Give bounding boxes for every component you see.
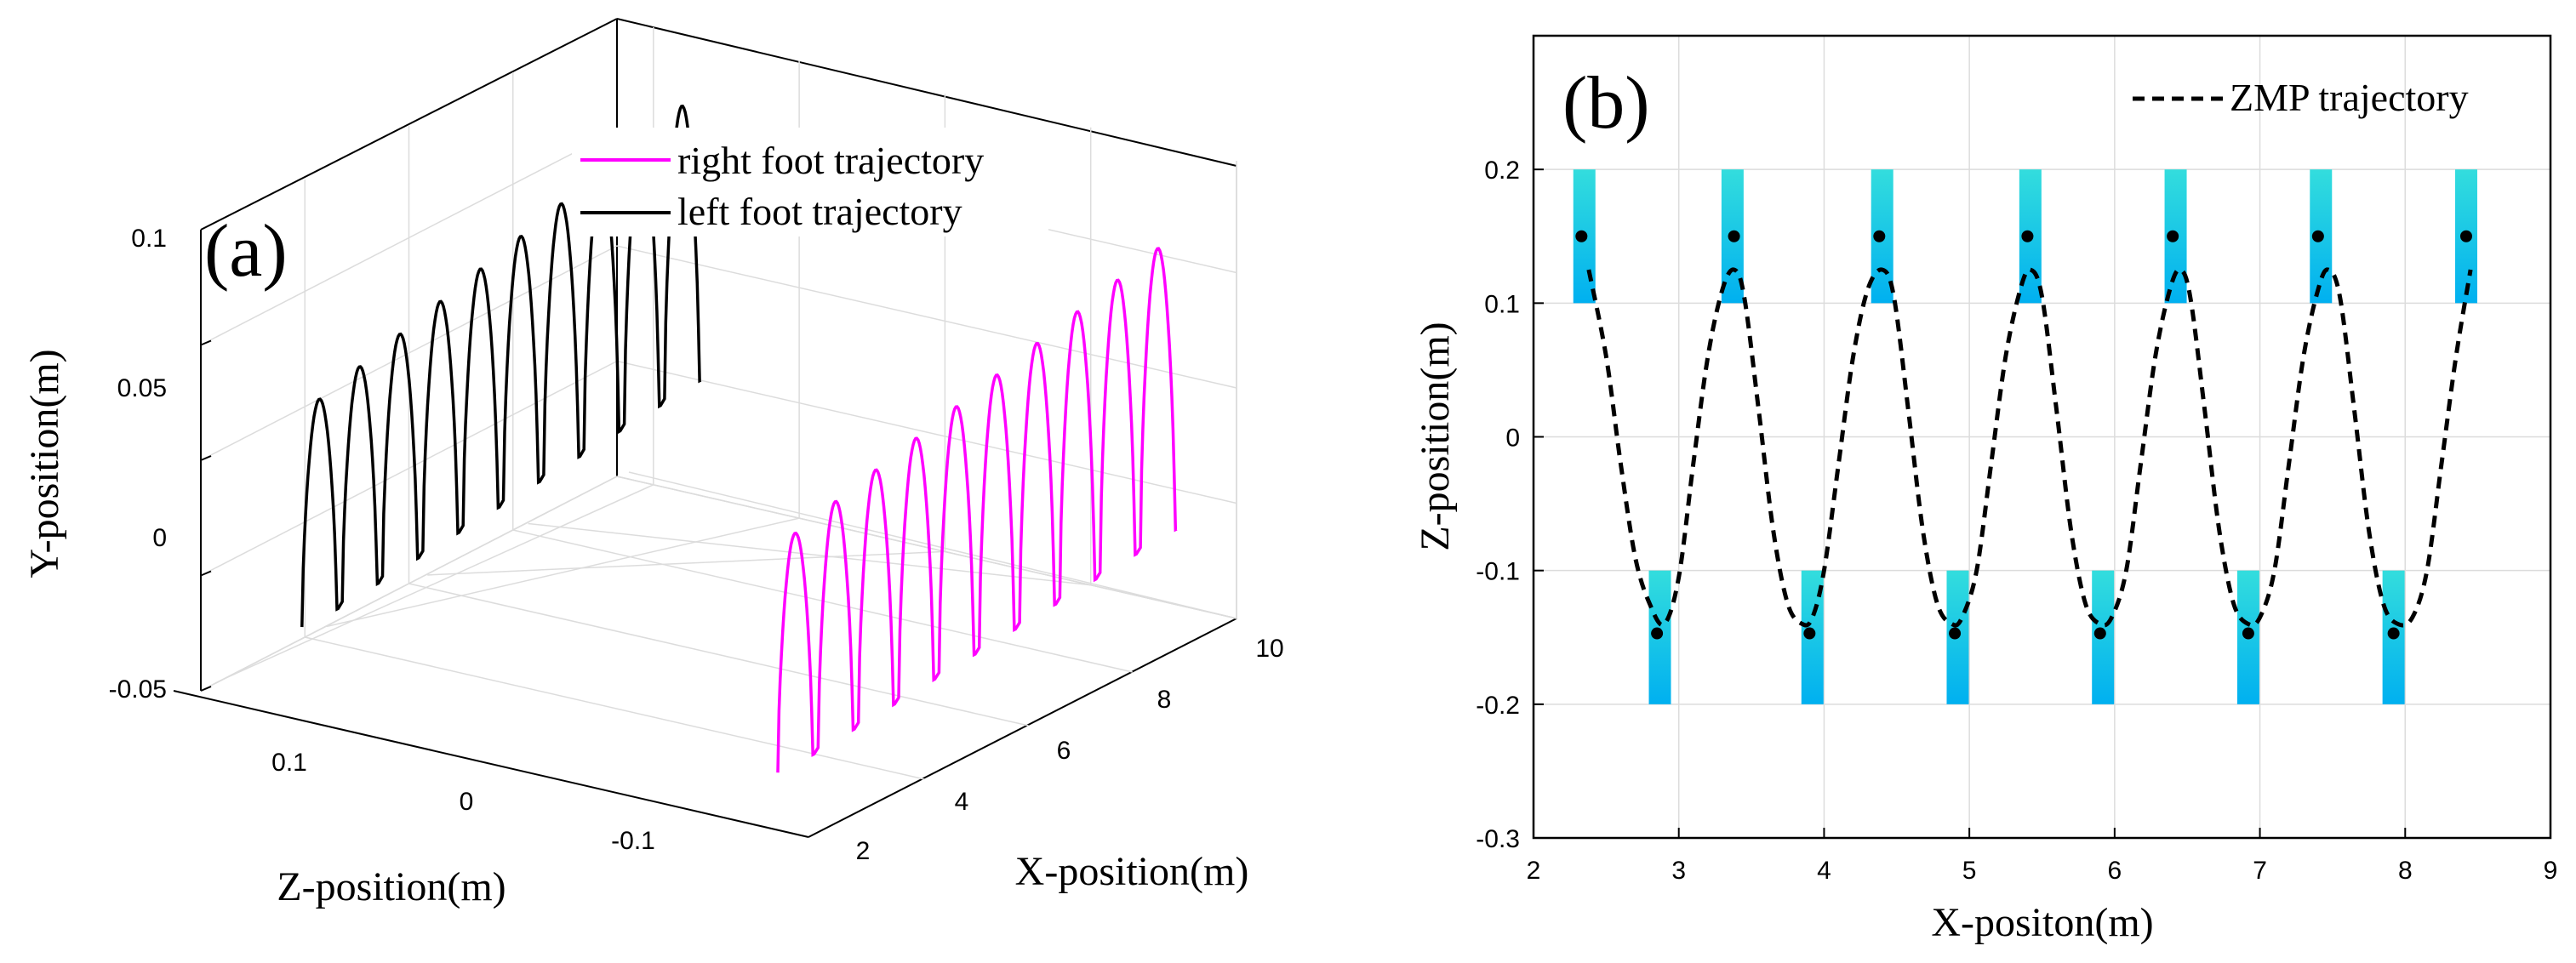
b-x-tick-label: 2 [1527, 857, 1541, 885]
a-x-gridline-floor [326, 517, 800, 628]
panel-a-3d-plot: 0.1 0.05 0 -0.05 0.1 0 -0.1 2 4 6 8 10 Z… [22, 18, 1284, 909]
b-zmp-point [2167, 230, 2179, 242]
b-zmp-point [2093, 627, 2106, 640]
a-z-tick-label: -0.1 [611, 827, 655, 855]
a-x-gridline-floor [628, 471, 1237, 619]
b-x-axis-label: X-positon(m) [1931, 900, 2153, 945]
b-legend-label: ZMP trajectory [2230, 76, 2469, 119]
a-z-gridline-floor [408, 583, 1029, 727]
b-x-tick-label: 7 [2253, 857, 2267, 885]
a-y-axis-label: Y-position(m) [22, 349, 67, 578]
a-x-tick-label: 4 [955, 788, 969, 816]
b-legend: ZMP trajectory [2133, 76, 2469, 119]
a-right-foot-trajectory-line [776, 247, 1178, 773]
b-zmp-point [1873, 230, 1886, 242]
panel-b-2d-plot: 2 3 4 5 6 7 8 9 -0.3 -0.2 -0.1 0 0.1 0.2… [1413, 34, 2558, 945]
b-y-tick-label: 0.2 [1484, 157, 1520, 185]
b-x-tick-label: 3 [1671, 857, 1686, 885]
b-x-tick-label: 4 [1817, 857, 1831, 885]
a-z-tick-label: 0 [460, 788, 474, 816]
a-y-tick-label: 0.1 [131, 225, 167, 253]
a-x-tick-label: 10 [1255, 635, 1283, 663]
a-x-gridline-floor [528, 522, 1091, 586]
a-x-gridline-floor [427, 550, 945, 576]
b-zmp-trajectory-line [1586, 267, 2473, 628]
a-y-gridline [200, 476, 1237, 692]
b-panel-tag: (b) [1562, 62, 1650, 145]
a-z-axis-label: Z-position(m) [277, 864, 505, 909]
a-y-tick-label: 0.05 [117, 374, 167, 402]
b-y-axis-label: Z-position(m) [1413, 322, 1458, 550]
b-x-tick-label: 8 [2398, 857, 2413, 885]
a-panel-tag: (a) [204, 210, 288, 293]
b-y-tick-label: -0.2 [1476, 692, 1520, 720]
b-zmp-point [1728, 230, 1740, 242]
b-zmp-point [2387, 627, 2400, 640]
b-y-tick-label: -0.1 [1476, 558, 1520, 586]
b-zmp-point [2021, 230, 2034, 242]
a-x-tick-label: 6 [1057, 737, 1071, 765]
b-y-tick-label: 0 [1505, 425, 1520, 453]
b-ticks [1533, 168, 2551, 839]
a-x-gridline-floor [226, 484, 654, 679]
b-x-tick-label: 6 [2108, 857, 2122, 885]
a-legend-left-label: left foot trajectory [677, 190, 962, 233]
b-zmp-points [1575, 230, 2472, 640]
a-y-tick [200, 455, 212, 461]
a-y-tick [200, 339, 212, 346]
b-y-tick-label: 0.1 [1484, 290, 1520, 318]
b-zmp-point [2311, 230, 2324, 242]
panel-a-ticks [200, 339, 212, 692]
a-x-tick-label: 2 [856, 837, 871, 865]
a-z-tick-label: 0.1 [271, 749, 307, 777]
a-y-tick [200, 570, 212, 577]
a-legend: right foot trajectory left foot trajecto… [572, 128, 1048, 236]
b-zmp-point [1651, 627, 1664, 640]
a-z-gridline-floor [305, 636, 925, 780]
a-y-gridline [200, 245, 1237, 461]
a-y-tick-label: -0.05 [109, 675, 167, 704]
a-y-tick-label: 0 [152, 524, 167, 552]
b-x-tick-label: 9 [2544, 857, 2558, 885]
a-y-tick [200, 686, 212, 692]
b-y-tick-label: -0.3 [1476, 825, 1520, 853]
a-x-axis-label: X-position(m) [1015, 849, 1249, 894]
b-zmp-point [2242, 627, 2254, 640]
a-y-gridline [200, 360, 1237, 577]
b-zmp-point [1949, 627, 1962, 640]
a-legend-right-label: right foot trajectory [677, 139, 984, 182]
b-zmp-point [1803, 627, 1816, 640]
b-zmp-point [2459, 230, 2472, 242]
b-zmp-point [1575, 230, 1588, 242]
a-x-tick-label: 8 [1157, 686, 1172, 714]
b-x-tick-label: 5 [1962, 857, 1977, 885]
